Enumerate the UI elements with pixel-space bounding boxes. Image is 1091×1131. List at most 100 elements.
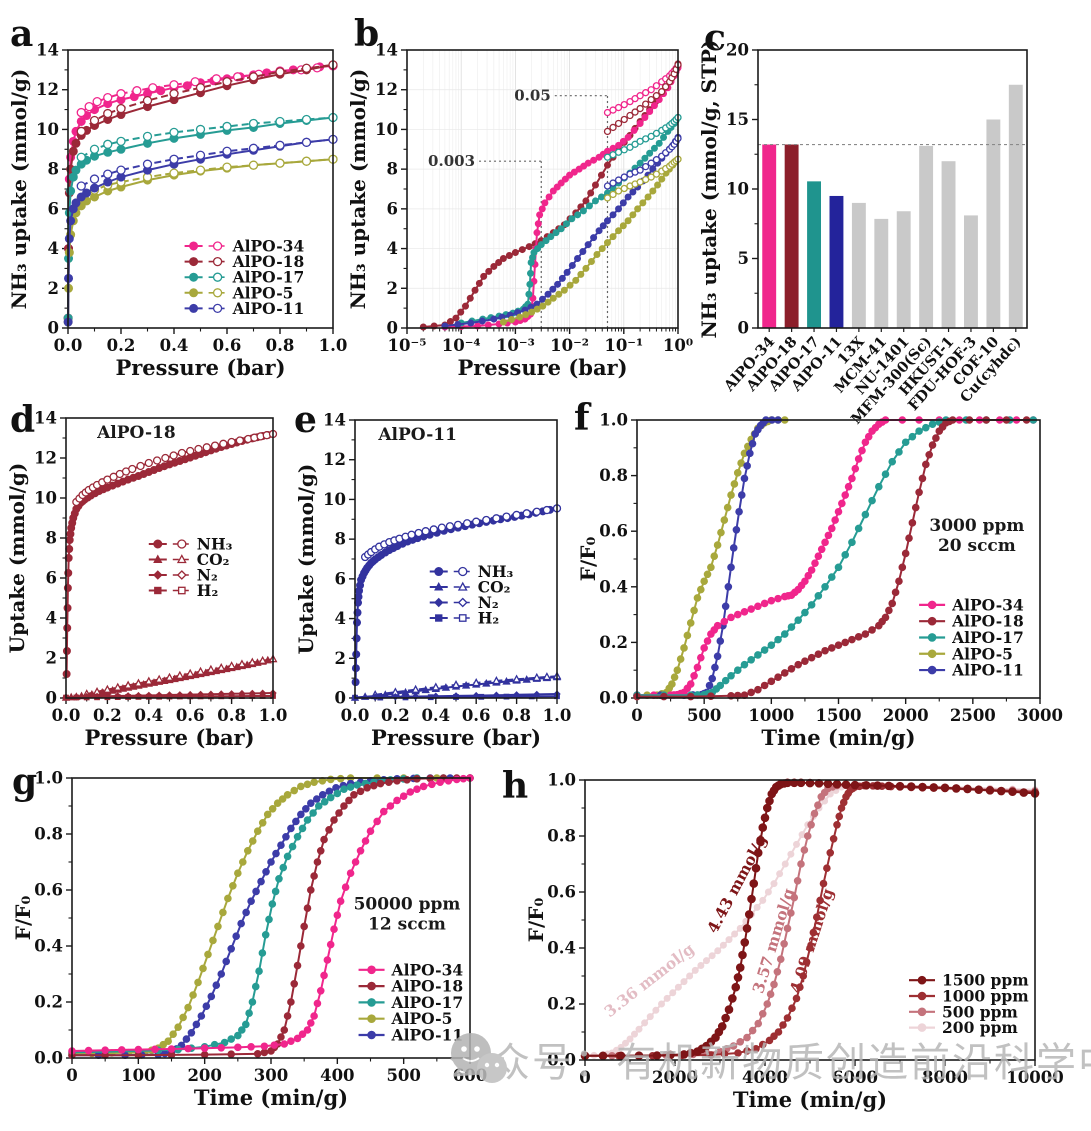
plot-frame <box>757 49 1028 329</box>
svg-text:AlPO-17: AlPO-17 <box>391 993 464 1012</box>
svg-text:2: 2 <box>46 649 57 668</box>
svg-text:5: 5 <box>738 249 749 268</box>
svg-text:0: 0 <box>48 319 59 338</box>
svg-text:H₂: H₂ <box>197 581 218 600</box>
svg-text:AlPO-5: AlPO-5 <box>951 644 1013 663</box>
panel-letter-d: d <box>10 399 35 441</box>
panel-letter-e: e <box>294 399 317 441</box>
svg-text:0: 0 <box>579 1068 590 1087</box>
svg-text:14: 14 <box>323 411 346 430</box>
svg-text:2: 2 <box>387 279 398 298</box>
svg-text:10⁻⁴: 10⁻⁴ <box>442 336 481 355</box>
svg-text:AlPO-18: AlPO-18 <box>391 977 464 996</box>
panel-g-series-AlPO-17 <box>68 774 474 1057</box>
bar-FDU-HOF-3 <box>964 215 978 328</box>
svg-text:10: 10 <box>375 120 398 139</box>
svg-text:CO₂: CO₂ <box>197 550 230 569</box>
svg-text:0.4: 0.4 <box>421 706 450 725</box>
svg-text:1.0: 1.0 <box>543 706 572 725</box>
svg-text:10⁻²: 10⁻² <box>550 336 589 355</box>
svg-text:AlPO-17: AlPO-17 <box>232 268 305 287</box>
plot-frame <box>71 777 471 1059</box>
svg-text:1.0: 1.0 <box>259 706 288 725</box>
svg-text:20: 20 <box>726 41 749 60</box>
svg-text:1.0: 1.0 <box>599 411 628 430</box>
svg-text:4: 4 <box>46 609 57 628</box>
panel-h-axes: 0 2000 4000 6000 8000 10000 0.0 0.2 0.4 0.6 0.8 1.0 <box>547 771 1063 1088</box>
svg-text:0.8: 0.8 <box>599 466 628 485</box>
panel-b-chart: 10⁻⁵ 10⁻⁴ 10⁻³ 10⁻² 10⁻¹ 10⁰ 0 2 4 6 8 10 12 14 0.003 0… <box>346 13 693 380</box>
panel-f-chart: 0 500 1000 1500 2000 2500 3000 0.0 0.2 0.4 0.6 0.8 1… <box>574 397 1063 750</box>
svg-text:2500: 2500 <box>950 706 996 725</box>
svg-text:0.2: 0.2 <box>107 336 136 355</box>
svg-text:AlPO-11: AlPO-11 <box>232 299 305 318</box>
svg-text:0.0: 0.0 <box>34 1049 63 1068</box>
svg-text:12: 12 <box>36 80 59 99</box>
svg-text:6: 6 <box>387 199 398 218</box>
svg-text:20 sccm: 20 sccm <box>938 536 1016 556</box>
svg-text:3000 ppm: 3000 ppm <box>929 516 1024 536</box>
svg-text:4: 4 <box>335 609 346 628</box>
svg-text:0: 0 <box>335 689 346 708</box>
svg-text:NH₃: NH₃ <box>478 562 514 581</box>
svg-text:0.8: 0.8 <box>502 706 531 725</box>
svg-text:3000: 3000 <box>1017 706 1063 725</box>
plot-frame <box>67 49 334 329</box>
svg-text:AlPO-11: AlPO-11 <box>377 425 457 445</box>
svg-text:8: 8 <box>48 160 59 179</box>
svg-text:2000: 2000 <box>652 1068 698 1087</box>
svg-text:500 ppm: 500 ppm <box>942 1002 1018 1021</box>
svg-text:0.2: 0.2 <box>547 995 576 1014</box>
svg-text:10: 10 <box>34 489 57 508</box>
svg-text:0.6: 0.6 <box>599 522 628 541</box>
svg-text:0: 0 <box>738 319 749 338</box>
plot-frame <box>584 779 1036 1061</box>
svg-text:10⁻¹: 10⁻¹ <box>604 336 643 355</box>
svg-text:2: 2 <box>48 279 59 298</box>
svg-text:2000: 2000 <box>883 706 929 725</box>
svg-text:CO₂: CO₂ <box>478 578 511 597</box>
svg-text:10: 10 <box>36 120 59 139</box>
panel-e-series-NH3-adsorption <box>351 504 561 687</box>
svg-text:AlPO-18: AlPO-18 <box>96 423 176 443</box>
panel-a-series-AlPO-18-desorption <box>76 60 338 137</box>
panel-a-series-AlPO-11-desorption <box>76 134 338 191</box>
svg-text:NH₃ uptake (mmol/g, STP): NH₃ uptake (mmol/g, STP) <box>697 40 721 339</box>
panel-letter-h: h <box>502 765 528 807</box>
svg-text:AlPO-5: AlPO-5 <box>391 1009 453 1028</box>
svg-text:10⁰: 10⁰ <box>663 336 693 355</box>
svg-text:14: 14 <box>375 41 398 60</box>
panel-a-chart: 0.0 0.2 0.4 0.6 0.8 1.002468101214AlPO-34AlPO… <box>7 13 347 380</box>
panel-b-series-AlPO-18-desorption <box>603 61 682 136</box>
svg-text:AlPO-5: AlPO-5 <box>232 283 294 302</box>
svg-text:1500: 1500 <box>816 706 862 725</box>
svg-text:4: 4 <box>387 239 398 258</box>
svg-text:200: 200 <box>187 1066 221 1085</box>
bar-HKUST-1 <box>941 161 956 328</box>
panel-d-annotation: AlPO-18 <box>96 423 176 443</box>
svg-text:0.2: 0.2 <box>381 706 410 725</box>
svg-text:AlPO-34: AlPO-34 <box>232 236 305 255</box>
bar-AlPO-11 <box>829 195 844 328</box>
svg-text:F/F₀: F/F₀ <box>576 537 600 582</box>
svg-text:6: 6 <box>48 199 59 218</box>
panel-d-series-NH3-adsorption <box>62 430 277 678</box>
svg-text:NH₃: NH₃ <box>197 535 233 554</box>
panel-letter-g: g <box>12 761 37 803</box>
panel-g-chart: 0 100 200 300 400 500 600 0.0 0.2 0.4 0.6 0.8 1.0 AlP… <box>11 761 487 1110</box>
svg-text:NH₃ uptake (mmol/g): NH₃ uptake (mmol/g) <box>7 69 31 310</box>
bar-COF-10 <box>986 119 1001 328</box>
svg-text:1.0: 1.0 <box>547 771 576 790</box>
svg-text:1500 ppm: 1500 ppm <box>942 971 1029 990</box>
svg-text:4000: 4000 <box>742 1068 788 1087</box>
svg-text:10⁻⁵: 10⁻⁵ <box>388 336 427 355</box>
panel-b-series-AlPO-17-desorption <box>603 113 682 161</box>
svg-text:8000: 8000 <box>922 1068 968 1087</box>
svg-text:Uptake (mmol/g): Uptake (mmol/g) <box>294 464 318 655</box>
